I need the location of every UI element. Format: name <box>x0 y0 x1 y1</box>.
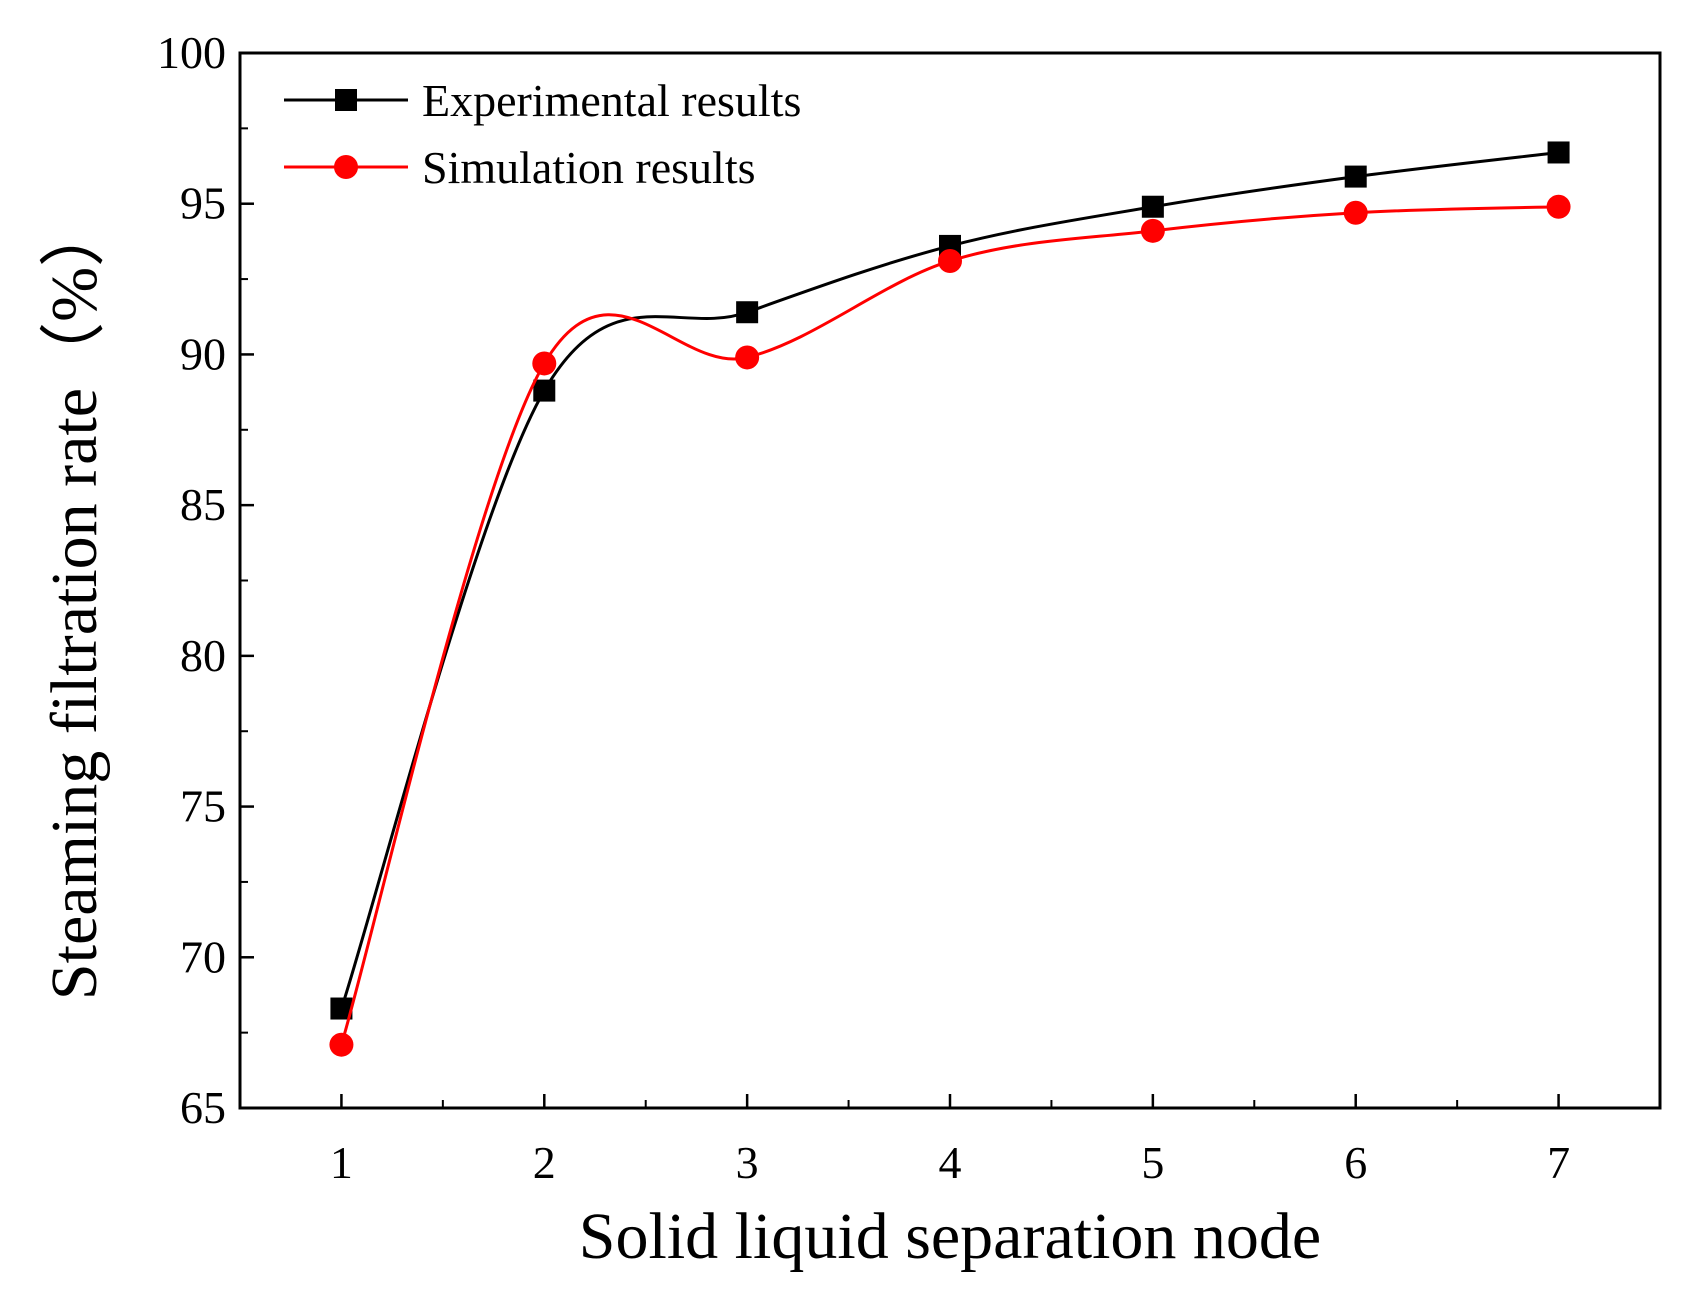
y-tick-label: 85 <box>180 479 226 530</box>
data-point-experimental <box>1547 141 1570 164</box>
y-tick-label: 70 <box>180 931 226 982</box>
data-point-simulation <box>1343 200 1368 225</box>
data-point-simulation <box>735 345 760 370</box>
x-axis-title: Solid liquid separation node <box>579 1200 1321 1273</box>
data-point-experimental <box>330 997 353 1020</box>
data-point-simulation <box>532 351 557 376</box>
x-tick-label: 1 <box>330 1137 353 1188</box>
legend: Experimental results Simulation results <box>284 75 801 193</box>
axes: 65 70 75 80 85 90 95 100 1 2 3 4 5 6 7 <box>157 27 1662 1188</box>
plot-frame <box>238 51 1662 1110</box>
data-point-simulation <box>329 1032 354 1057</box>
y-tick-label: 75 <box>180 781 226 832</box>
legend-marker-experimental <box>335 89 357 111</box>
data-point-experimental <box>1141 195 1164 218</box>
data-point-simulation <box>1140 218 1165 243</box>
data-point-experimental <box>533 379 556 402</box>
series-line-experimental <box>340 150 1559 1009</box>
data-point-experimental <box>736 301 759 324</box>
legend-label-experimental: Experimental results <box>422 75 801 126</box>
legend-label-simulation: Simulation results <box>422 142 756 193</box>
plot-area <box>329 141 1571 1057</box>
x-tick-label: 6 <box>1344 1137 1367 1188</box>
x-tick-label: 7 <box>1547 1137 1570 1188</box>
y-tick-label: 95 <box>180 178 226 229</box>
x-tick-label: 3 <box>736 1137 759 1188</box>
x-tick-label: 4 <box>939 1137 962 1188</box>
y-tick-label: 65 <box>180 1082 226 1133</box>
x-tick-label: 2 <box>533 1137 556 1188</box>
y-tick-label: 80 <box>180 630 226 681</box>
y-tick-label: 90 <box>180 328 226 379</box>
series-line-simulation <box>339 205 1559 1046</box>
legend-marker-simulation <box>334 155 358 179</box>
x-tick-label: 5 <box>1141 1137 1164 1188</box>
y-axis-title: Steaming filtration rate（%） <box>38 201 111 1000</box>
data-point-simulation <box>1546 194 1571 219</box>
data-point-simulation <box>938 248 962 273</box>
y-tick-label: 100 <box>157 27 226 78</box>
data-point-experimental <box>1344 165 1367 188</box>
